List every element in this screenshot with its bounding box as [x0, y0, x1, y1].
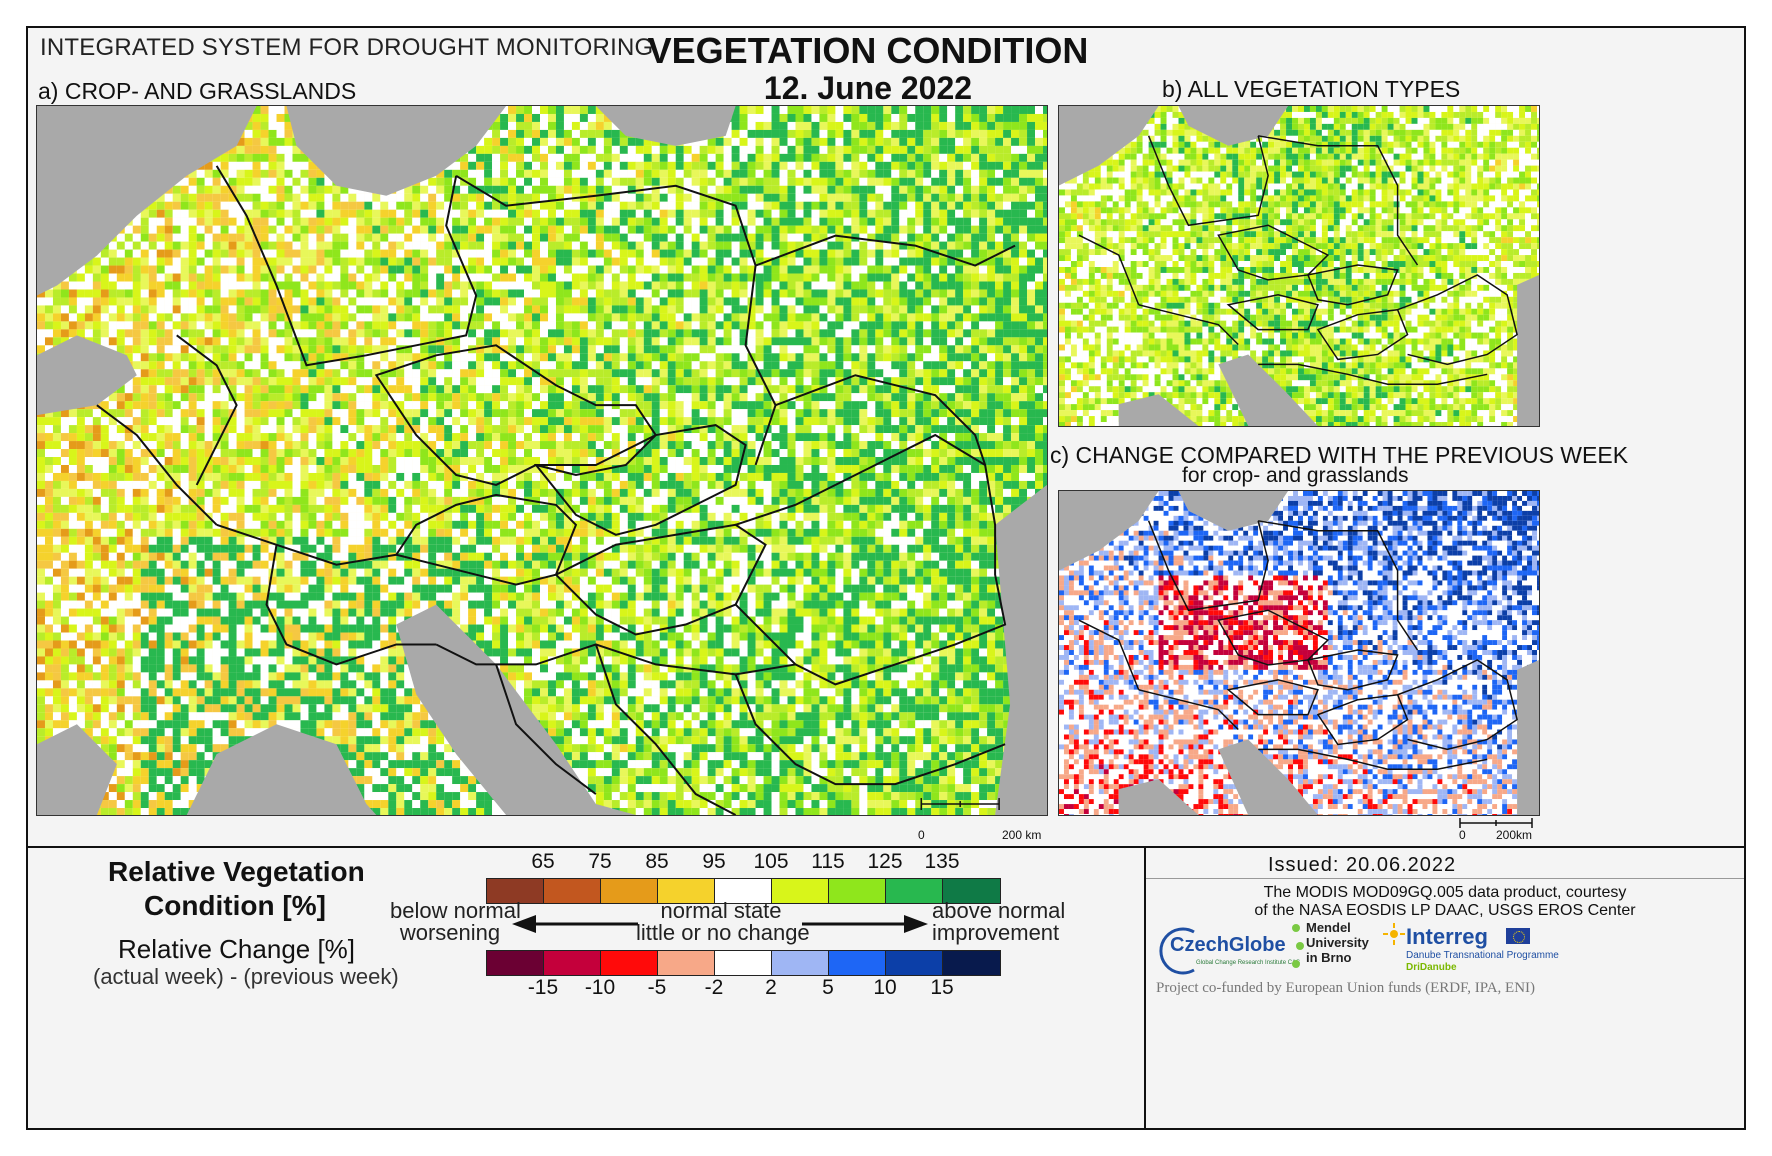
map-c-svg [1059, 491, 1539, 815]
map-crop-grasslands [36, 105, 1048, 816]
eu-flag-icon [1506, 928, 1530, 944]
dridanube-text: DriDanube [1406, 962, 1457, 973]
map-c-scalebar [1459, 818, 1533, 828]
footer-divider [1144, 848, 1146, 1130]
rvc-tick-label: 125 [860, 850, 910, 874]
rvc-color-scale [486, 878, 1001, 904]
rc-tick-label: 5 [803, 976, 853, 1000]
rc-tick-label: 10 [860, 976, 910, 1000]
panel-b-label: b) ALL VEGETATION TYPES [1162, 76, 1460, 103]
legend-improvement: improvement [932, 920, 1059, 946]
rvc-tick-label: 75 [575, 850, 625, 874]
credit-line-2: of the NASA EOSDIS LP DAAC, USGS EROS Ce… [1146, 902, 1744, 920]
rvc-swatch [829, 879, 886, 903]
map-a-svg [37, 106, 1047, 815]
legend-worsening: worsening [390, 920, 510, 946]
rc-swatch [715, 951, 772, 975]
rvc-swatch [544, 879, 601, 903]
rvc-swatch [886, 879, 943, 903]
system-name: INTEGRATED SYSTEM FOR DROUGHT MONITORING [40, 34, 653, 62]
rc-tick-label: -2 [689, 976, 739, 1000]
baltic-sea [286, 106, 507, 196]
main-title: VEGETATION CONDITION [8, 30, 1728, 72]
rc-swatch [658, 951, 715, 975]
black-sea [995, 484, 1047, 815]
cofund-text: Project co-funded by European Union fund… [1156, 980, 1535, 997]
map-weekly-change [1058, 490, 1540, 816]
interreg-text: Interreg [1406, 924, 1488, 950]
map-c-pixels [1059, 491, 1539, 815]
rc-swatch [544, 951, 601, 975]
map-b-svg [1059, 106, 1539, 426]
map-a-pixels [37, 106, 1047, 815]
panel-c-sublabel: for crop- and grasslands [1182, 464, 1408, 488]
map-a-borders [96, 165, 1016, 815]
czechglobe-subtext: Global Change Research Institute CAS [1196, 960, 1300, 966]
map-all-vegetation [1058, 105, 1540, 427]
main-date: 12. June 2022 [8, 70, 1728, 107]
map-a-scalebar [920, 798, 1000, 811]
map-a-scale-end: 200 km [1002, 828, 1041, 842]
rvc-swatch [658, 879, 715, 903]
rvc-swatch [601, 879, 658, 903]
rvc-swatch [487, 879, 544, 903]
rvc-tick-label: 135 [917, 850, 967, 874]
rc-tick-label: -5 [632, 976, 682, 1000]
legend-above-normal: above normal [932, 898, 1065, 924]
legend-below-normal: below normal [390, 898, 521, 924]
legend-rvc-title-2: Condition [%] [144, 890, 326, 922]
mendel-logo: Mendel University in Brno [1292, 920, 1392, 980]
rc-tick-label: -10 [575, 976, 625, 1000]
interreg-logo: Interreg Danube Transnational Programme … [1382, 922, 1559, 978]
rc-swatch [886, 951, 943, 975]
legend-divider [28, 846, 1744, 848]
rc-swatch [772, 951, 829, 975]
rc-color-scale [486, 950, 1001, 976]
rc-swatch [829, 951, 886, 975]
credit-line-1: The MODIS MOD09GQ.005 data product, cour… [1146, 884, 1744, 902]
rc-tick-label: -15 [518, 976, 568, 1000]
panel-c-label: c) CHANGE COMPARED WITH THE PREVIOUS WEE… [1050, 442, 1628, 469]
mediterranean-west [37, 724, 117, 815]
legend-rvc-title-1: Relative Vegetation [108, 856, 365, 888]
interreg-subtext: Danube Transnational Programme [1406, 950, 1559, 961]
legend-little-change: little or no change [636, 920, 810, 946]
map-a-scale-zero: 0 [918, 828, 925, 842]
adriatic-sea [396, 604, 636, 815]
legend-rc-title: Relative Change [%] [118, 934, 355, 965]
map-c-scale-end: 200km [1496, 828, 1532, 842]
rc-swatch [487, 951, 544, 975]
map-c-scale-zero: 0 [1459, 828, 1466, 842]
rc-swatch [601, 951, 658, 975]
english-channel [37, 335, 137, 416]
legend-rc-sub: (actual week) - (previous week) [93, 964, 399, 990]
rvc-tick-label: 65 [518, 850, 568, 874]
rvc-tick-label: 85 [632, 850, 682, 874]
rvc-swatch [943, 879, 1000, 903]
rvc-tick-label: 105 [746, 850, 796, 874]
baltic-sea-east [595, 106, 736, 146]
right-arrow-icon [802, 915, 928, 933]
rvc-swatch [772, 879, 829, 903]
czechglobe-text: CzechGlobe [1170, 934, 1286, 957]
rvc-swatch [715, 879, 772, 903]
czechglobe-logo: CzechGlobe Global Change Research Instit… [1154, 926, 1304, 976]
rc-swatch [943, 951, 1000, 975]
left-arrow-icon [512, 915, 638, 933]
panel-a-label: a) CROP- AND GRASSLANDS [38, 78, 356, 105]
figure-frame: INTEGRATED SYSTEM FOR DROUGHT MONITORING… [26, 26, 1746, 1130]
north-sea [37, 106, 257, 296]
ligurian-sea [186, 724, 377, 815]
issued-rule [1146, 878, 1744, 879]
mendel-text: Mendel University in Brno [1306, 920, 1376, 965]
rvc-tick-label: 115 [803, 850, 853, 874]
rc-tick-label: 2 [746, 976, 796, 1000]
legend-normal-state: normal state [636, 898, 806, 924]
rvc-tick-label: 95 [689, 850, 739, 874]
issued-date: Issued: 20.06.2022 [1268, 854, 1456, 877]
rc-tick-label: 15 [917, 976, 967, 1000]
